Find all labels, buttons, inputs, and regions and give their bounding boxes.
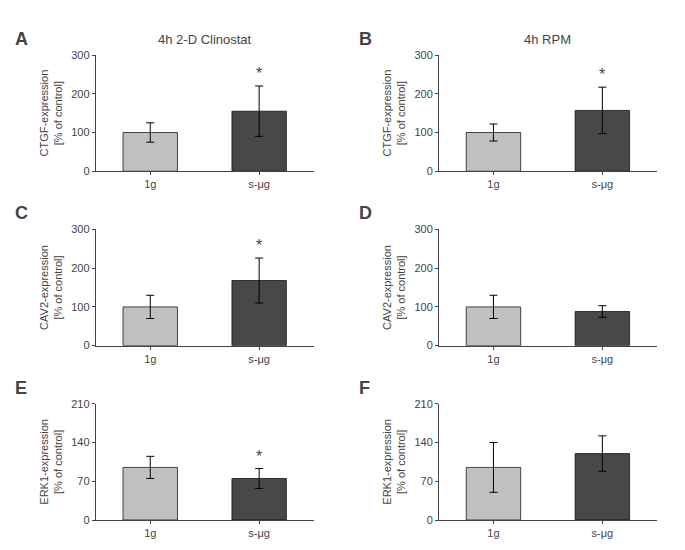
svg-text:200: 200 [414,88,432,100]
svg-text:*: * [256,65,262,82]
svg-text:A: A [15,29,28,49]
svg-text:0: 0 [83,514,89,526]
svg-text:4h RPM: 4h RPM [524,32,571,47]
svg-text:CTGF-expression[% of control]: CTGF-expression[% of control] [381,70,407,157]
svg-text:CAV2-expression[% of control]: CAV2-expression[% of control] [381,245,407,330]
svg-text:300: 300 [71,49,89,61]
svg-text:0: 0 [83,339,89,351]
svg-text:200: 200 [71,88,89,100]
svg-text:140: 140 [71,436,89,448]
svg-text:0: 0 [427,165,433,177]
svg-text:ERK1-expression[% of control]: ERK1-expression[% of control] [38,419,64,505]
svg-text:*: * [256,448,262,465]
svg-text:s-μg: s-μg [248,527,270,539]
svg-text:100: 100 [414,301,432,313]
svg-text:1g: 1g [487,527,499,539]
svg-text:1g: 1g [487,353,499,365]
svg-text:s-μg: s-μg [592,527,614,539]
svg-text:D: D [359,203,372,223]
svg-text:1g: 1g [144,353,156,365]
svg-text:300: 300 [414,223,432,235]
svg-text:200: 200 [71,262,89,274]
svg-text:CTGF-expression[% of control]: CTGF-expression[% of control] [38,70,64,157]
svg-text:200: 200 [414,262,432,274]
svg-text:0: 0 [427,339,433,351]
svg-text:100: 100 [414,126,432,138]
svg-text:70: 70 [421,475,433,487]
svg-text:s-μg: s-μg [592,353,614,365]
svg-text:*: * [599,66,605,83]
svg-text:1g: 1g [144,178,156,190]
svg-text:F: F [359,378,370,398]
svg-text:0: 0 [83,165,89,177]
svg-text:4h 2-D Clinostat: 4h 2-D Clinostat [158,32,252,47]
svg-text:ERK1-expression[% of control]: ERK1-expression[% of control] [381,419,407,505]
svg-text:s-μg: s-μg [248,178,270,190]
svg-text:210: 210 [414,398,432,410]
svg-text:B: B [359,29,372,49]
svg-text:CAV2-expression[% of control]: CAV2-expression[% of control] [38,245,64,330]
svg-text:300: 300 [414,49,432,61]
svg-text:s-μg: s-μg [248,353,270,365]
svg-text:70: 70 [77,475,89,487]
svg-text:100: 100 [71,301,89,313]
svg-text:0: 0 [427,514,433,526]
svg-text:1g: 1g [144,527,156,539]
svg-text:100: 100 [71,126,89,138]
svg-text:s-μg: s-μg [592,178,614,190]
svg-text:C: C [15,203,28,223]
svg-text:300: 300 [71,223,89,235]
svg-text:1g: 1g [487,178,499,190]
svg-text:140: 140 [414,436,432,448]
svg-text:*: * [256,237,262,254]
svg-text:210: 210 [71,398,89,410]
svg-text:E: E [15,378,27,398]
